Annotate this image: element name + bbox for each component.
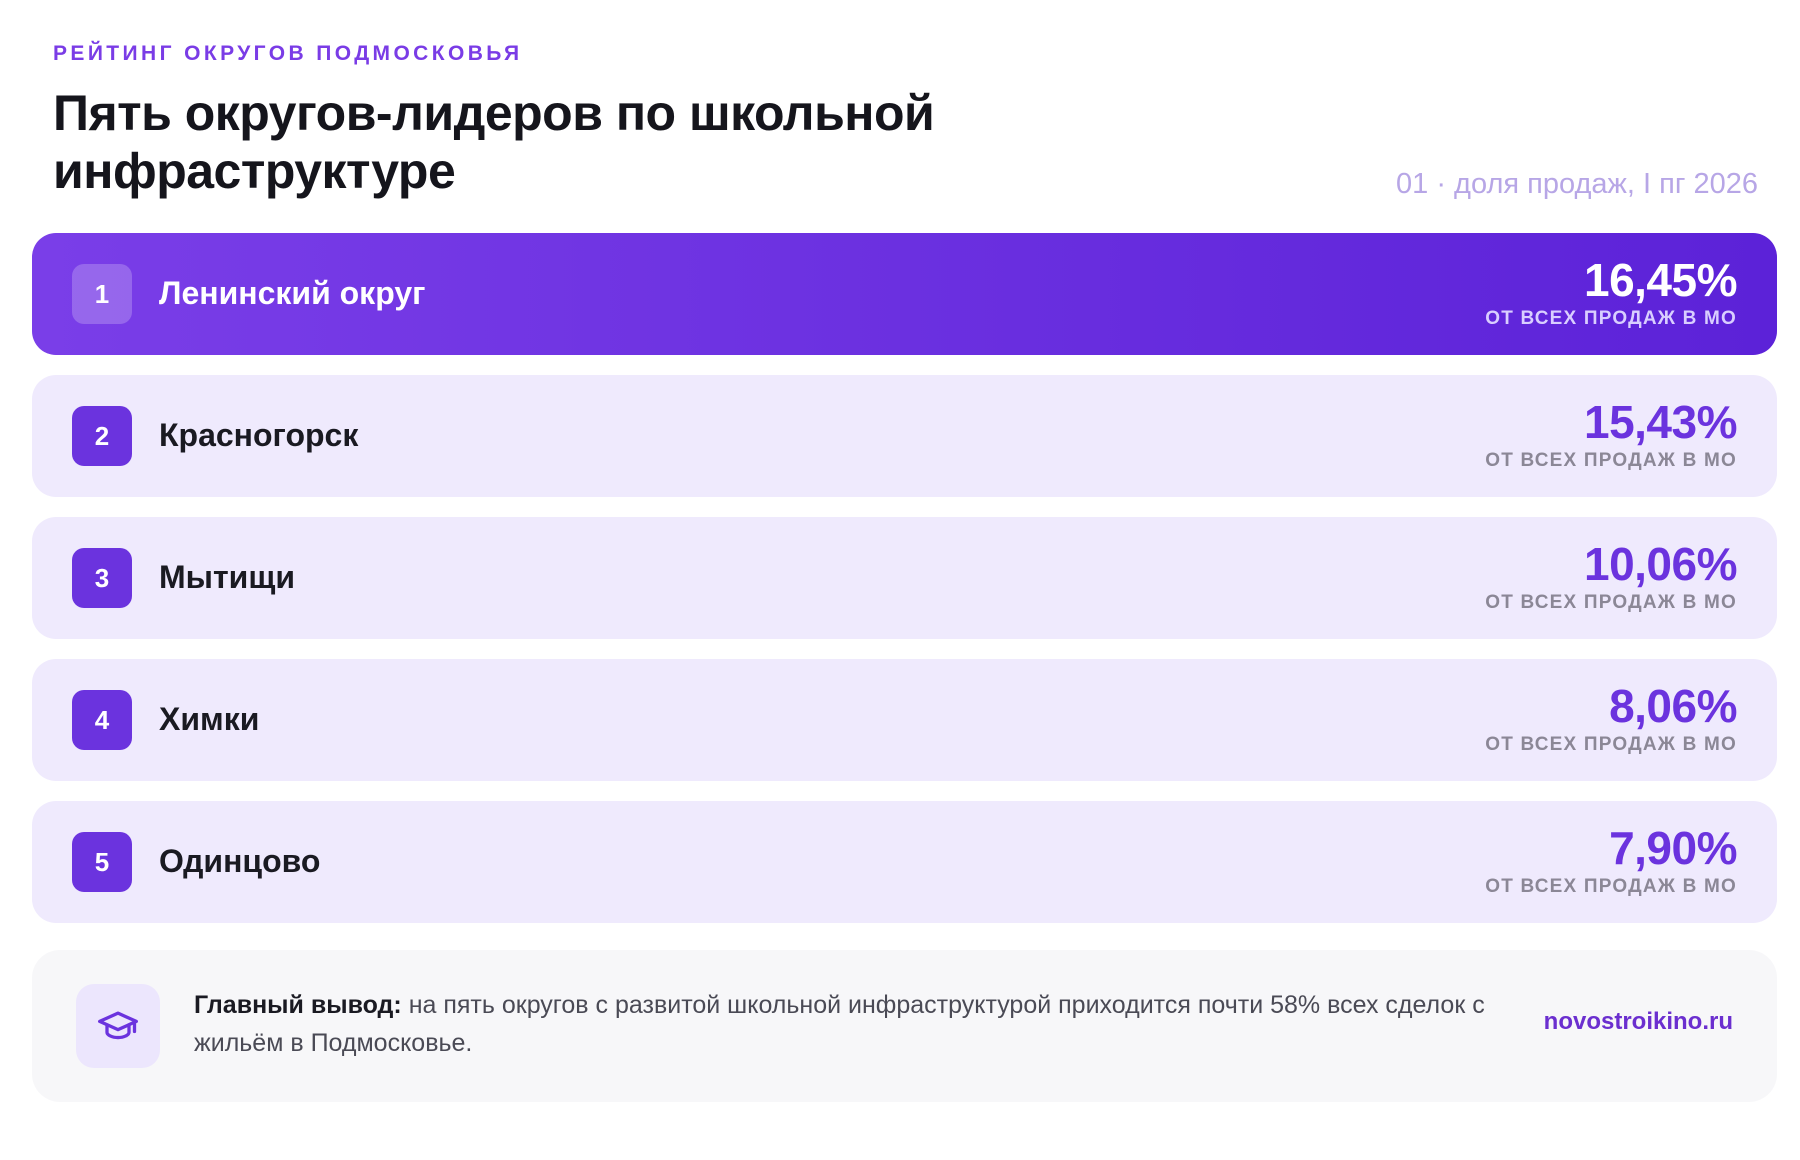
kicker: РЕЙТИНГ ОКРУГОВ ПОДМОСКОВЬЯ	[53, 42, 523, 65]
district-name: Одинцово	[159, 843, 321, 879]
district-name: Мытищи	[159, 559, 295, 595]
rank-badge: 4	[72, 690, 132, 750]
share-value: 7,90%	[1609, 822, 1737, 874]
share-caption: ОТ ВСЕХ ПРОДАЖ В МО	[1485, 876, 1737, 897]
page-title: Пять округов-лидеров по школьной инфраст…	[53, 85, 935, 199]
ranking-row: 1 Ленинский округ 16,45% ОТ ВСЕХ ПРОДАЖ …	[32, 233, 1777, 355]
share-value: 8,06%	[1609, 680, 1737, 732]
conclusion-body: на пять округов с развитой школьной инфр…	[194, 991, 1485, 1057]
share-value: 10,06%	[1583, 538, 1738, 590]
ranking-row: 4 Химки 8,06% ОТ ВСЕХ ПРОДАЖ В МО	[32, 659, 1777, 781]
ranking-row: 2 Красногорск 15,43% ОТ ВСЕХ ПРОДАЖ В МО	[32, 375, 1777, 497]
ranking-row: 5 Одинцово 7,90% ОТ ВСЕХ ПРОДАЖ В МО	[32, 801, 1777, 923]
share-value: 15,43%	[1583, 396, 1738, 448]
share-caption: ОТ ВСЕХ ПРОДАЖ В МО	[1485, 734, 1737, 755]
ranking-list: 1 Ленинский округ 16,45% ОТ ВСЕХ ПРОДАЖ …	[32, 233, 1777, 943]
share-value: 16,45%	[1583, 254, 1738, 306]
rank-badge: 3	[72, 548, 132, 608]
share-caption: ОТ ВСЕХ ПРОДАЖ В МО	[1485, 308, 1737, 329]
conclusion-card: Главный вывод: на пять округов с развито…	[32, 950, 1777, 1102]
share-caption: ОТ ВСЕХ ПРОДАЖ В МО	[1485, 450, 1737, 471]
conclusion-lead: Главный вывод:	[194, 991, 402, 1019]
meta-caption: 01 · доля продаж, I пг 2026	[1396, 168, 1758, 200]
district-name: Химки	[159, 701, 260, 737]
district-name: Ленинский округ	[159, 275, 426, 311]
rank-badge: 2	[72, 406, 132, 466]
graduation-cap-icon	[76, 984, 160, 1068]
source-link[interactable]: novostroikino.ru	[1543, 1008, 1733, 1035]
rank-badge: 1	[72, 264, 132, 324]
conclusion-text: Главный вывод: на пять округов с развито…	[194, 986, 1534, 1062]
rank-badge: 5	[72, 832, 132, 892]
ranking-row: 3 Мытищи 10,06% ОТ ВСЕХ ПРОДАЖ В МО	[32, 517, 1777, 639]
share-caption: ОТ ВСЕХ ПРОДАЖ В МО	[1485, 592, 1737, 613]
district-name: Красногорск	[159, 417, 359, 453]
